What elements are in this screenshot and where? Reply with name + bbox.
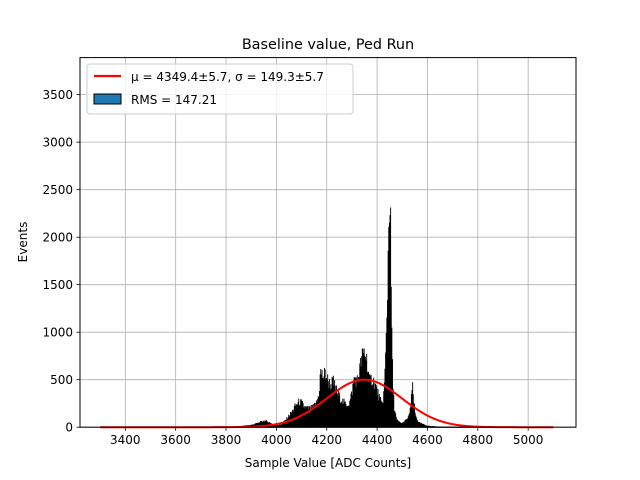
x-tick-label: 4400 <box>362 433 393 447</box>
legend-fit-label: μ = 4349.4±5.7, σ = 149.3±5.7 <box>131 70 324 84</box>
y-tick-label: 3500 <box>42 88 73 102</box>
y-tick-label: 1500 <box>42 278 73 292</box>
y-tick-label: 2000 <box>42 230 73 244</box>
x-axis-label: Sample Value [ADC Counts] <box>245 456 411 470</box>
x-tick-label: 4800 <box>463 433 494 447</box>
x-tick-label: 5000 <box>513 433 544 447</box>
y-tick-label: 3000 <box>42 135 73 149</box>
chart-title: Baseline value, Ped Run <box>242 37 414 53</box>
y-tick-label: 2500 <box>42 183 73 197</box>
axes-frame <box>79 57 577 428</box>
x-tick-label: 3600 <box>160 433 191 447</box>
x-axis-ticks: 3400 3600 3800 4000 4200 4400 4600 4800 5000 <box>110 427 543 447</box>
y-axis-ticks: 0 500 1000 1500 2000 2500 3000 3500 <box>42 88 80 435</box>
y-tick-label: 0 <box>65 421 73 435</box>
x-tick-label: 4600 <box>412 433 443 447</box>
legend-rms-swatch <box>93 93 122 105</box>
legend: μ = 4349.4±5.7, σ = 149.3±5.7 RMS = 147.… <box>86 63 354 115</box>
x-tick-label: 3400 <box>110 433 141 447</box>
y-axis-label: Events <box>16 222 30 263</box>
x-tick-label: 4000 <box>261 433 292 447</box>
legend-rms-label: RMS = 147.21 <box>131 93 217 107</box>
legend-box <box>86 63 354 115</box>
y-tick-label: 500 <box>50 373 73 387</box>
y-tick-label: 1000 <box>42 325 73 339</box>
x-tick-label: 4200 <box>311 433 342 447</box>
x-tick-label: 3800 <box>211 433 242 447</box>
